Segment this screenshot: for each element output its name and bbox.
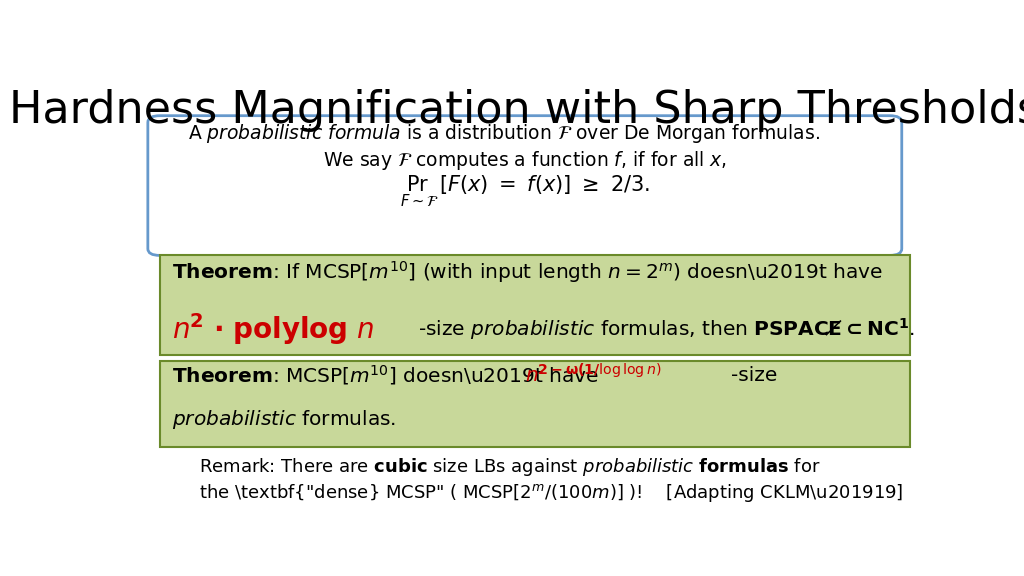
Text: Remark: There are $\mathbf{cubic}$ size LBs against $\mathbf{\mathit{probabilist: Remark: There are $\mathbf{cubic}$ size …: [200, 456, 821, 478]
Text: We say $\mathcal{F}$ computes a function $f$, if for all $x$,: We say $\mathcal{F}$ computes a function…: [323, 149, 727, 172]
Text: -size: -size: [731, 366, 777, 385]
Text: the \textbf{"dense} MCSP" ( MCSP[$2^m$/(100$m$)] )!    [Adapting CKLM\u201919]: the \textbf{"dense} MCSP" ( MCSP[$2^m$/(…: [200, 482, 904, 503]
Text: $\mathbf{\it{n}}^{\mathbf{2}}\ \mathbf{\cdot}\ \mathbf{polylog}\ \mathbf{\it{n}}: $\mathbf{\it{n}}^{\mathbf{2}}\ \mathbf{\…: [172, 310, 374, 347]
Text: $\underset{F\sim\mathcal{F}}{\Pr}\,[F(x)\ =\ f(x)]\ \geq\ 2/3.$: $\underset{F\sim\mathcal{F}}{\Pr}\,[F(x)…: [399, 173, 650, 209]
Text: $\mathbf{Theorem}$: If MCSP[$m^{10}$] (with input length $n = 2^m$) doesn\u2019t: $\mathbf{Theorem}$: If MCSP[$m^{10}$] (w…: [172, 259, 883, 285]
Text: $\mathbf{\mathit{probabilistic}}$ formulas.: $\mathbf{\mathit{probabilistic}}$ formul…: [172, 408, 396, 431]
Text: $\mathbf{Theorem}$: MCSP[$m^{10}$] doesn\u2019t have: $\mathbf{Theorem}$: MCSP[$m^{10}$] doesn…: [172, 363, 598, 387]
Text: A $\mathit{probabilistic\ formula}$ is a distribution $\mathcal{F}$ over De Morg: A $\mathit{probabilistic\ formula}$ is a…: [187, 122, 819, 145]
Text: Hardness Magnification with Sharp Thresholds: Hardness Magnification with Sharp Thresh…: [9, 89, 1024, 132]
FancyBboxPatch shape: [160, 361, 909, 447]
Text: -size $\mathbf{\mathit{probabilistic}}$ formulas, then $\mathbf{PSPACE \not\subs: -size $\mathbf{\mathit{probabilistic}}$ …: [418, 316, 914, 342]
FancyBboxPatch shape: [147, 116, 902, 255]
Text: $\mathbf{\it{n}}^{\mathbf{2-\omega(1/\log\log \it{n})}}$: $\mathbf{\it{n}}^{\mathbf{2-\omega(1/\lo…: [524, 363, 662, 386]
FancyBboxPatch shape: [160, 255, 909, 355]
